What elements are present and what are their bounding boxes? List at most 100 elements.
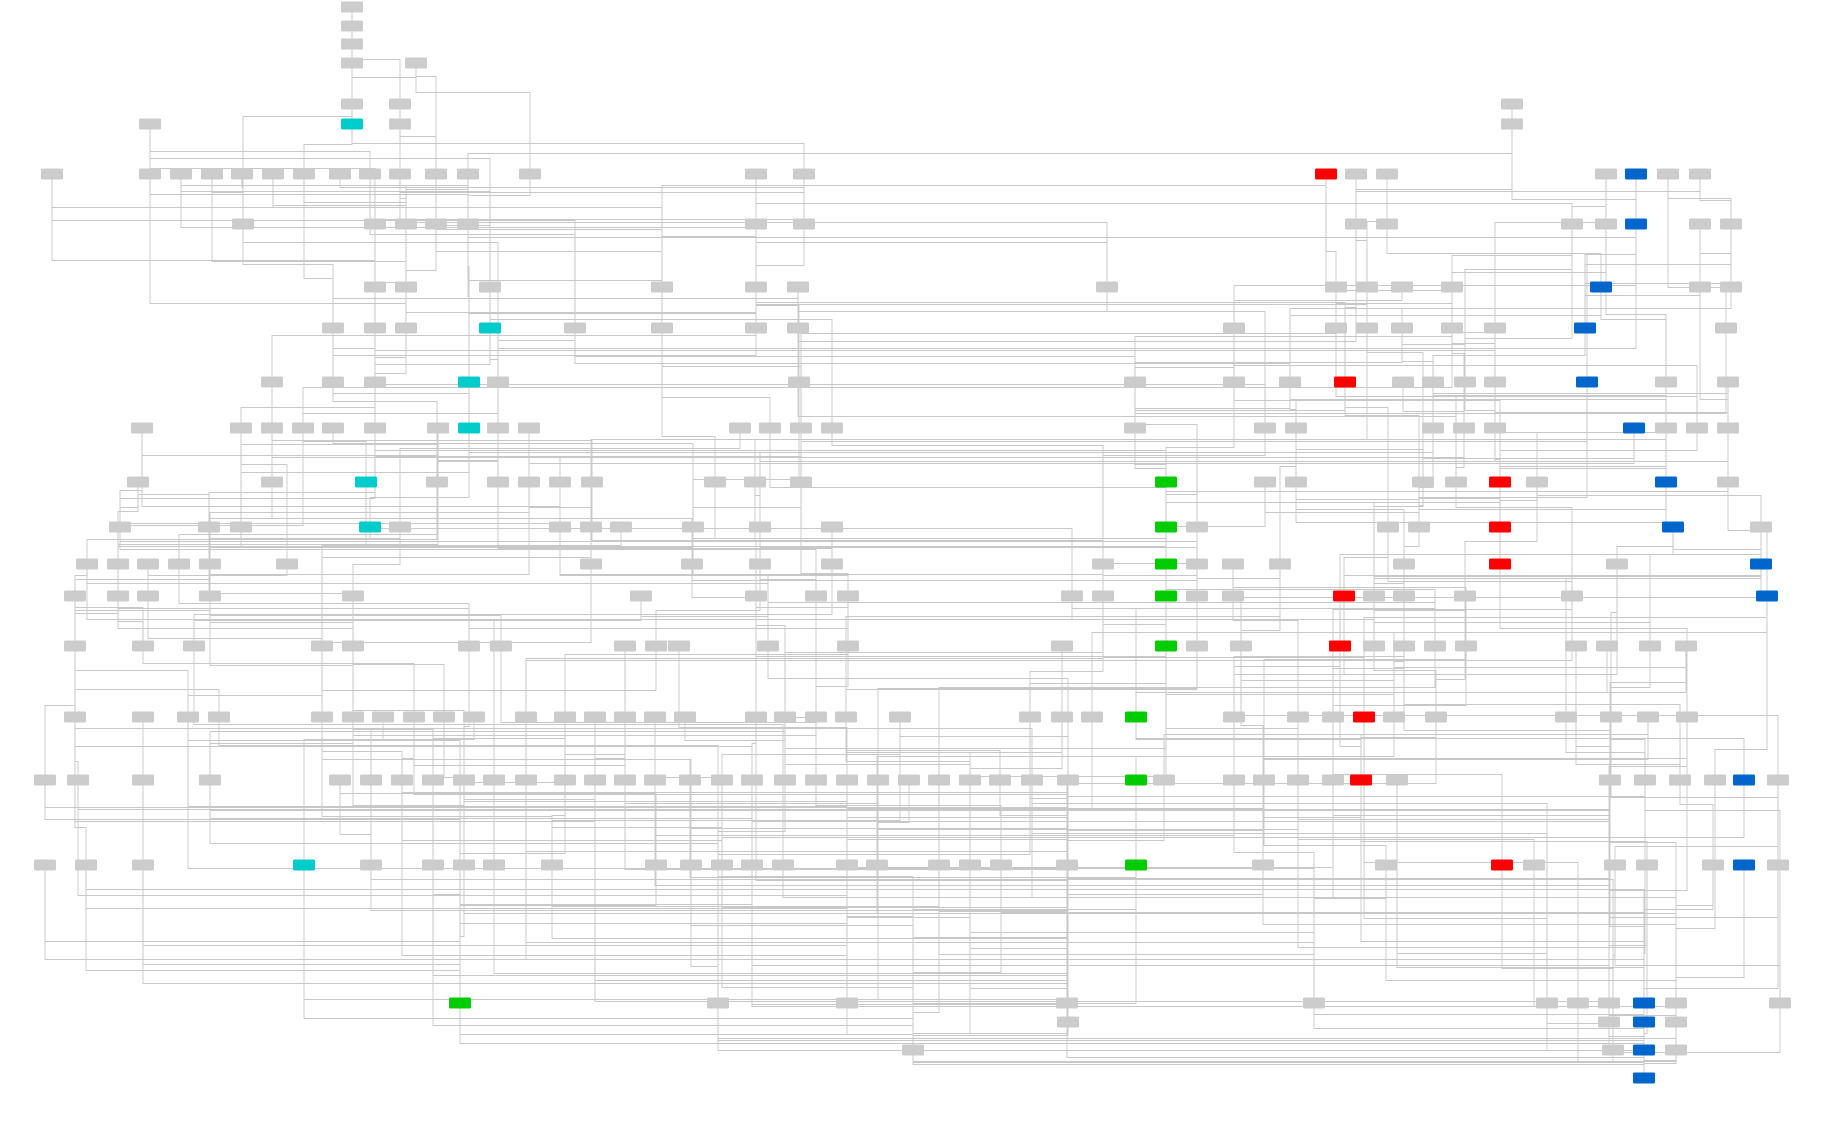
graph-node[interactable] <box>177 711 199 723</box>
graph-node-red[interactable] <box>1329 640 1351 652</box>
graph-node[interactable] <box>1636 859 1658 871</box>
graph-node[interactable] <box>261 376 283 388</box>
graph-node[interactable] <box>1186 558 1208 570</box>
graph-node[interactable] <box>364 376 386 388</box>
graph-node[interactable] <box>1057 774 1079 786</box>
graph-node[interactable] <box>1455 640 1477 652</box>
graph-node[interactable] <box>821 558 843 570</box>
graph-node[interactable] <box>745 168 767 180</box>
graph-node[interactable] <box>711 859 733 871</box>
graph-node[interactable] <box>1501 98 1523 110</box>
graph-node[interactable] <box>261 476 283 488</box>
graph-node[interactable] <box>483 859 505 871</box>
graph-node[interactable] <box>1422 376 1444 388</box>
graph-node[interactable] <box>372 711 394 723</box>
graph-node[interactable] <box>276 558 298 570</box>
graph-node[interactable] <box>1386 774 1408 786</box>
graph-node[interactable] <box>425 168 447 180</box>
graph-node-green[interactable] <box>1155 590 1177 602</box>
graph-node-green[interactable] <box>1155 476 1177 488</box>
graph-node[interactable] <box>1363 640 1385 652</box>
graph-node[interactable] <box>989 774 1011 786</box>
graph-node[interactable] <box>1345 218 1367 230</box>
graph-node[interactable] <box>1356 322 1378 334</box>
graph-node[interactable] <box>199 590 221 602</box>
graph-node[interactable] <box>1441 322 1463 334</box>
graph-node[interactable] <box>389 521 411 533</box>
graph-node[interactable] <box>704 476 726 488</box>
graph-node-red[interactable] <box>1353 711 1375 723</box>
graph-node[interactable] <box>199 774 221 786</box>
graph-node[interactable] <box>1561 218 1583 230</box>
graph-node[interactable] <box>821 521 843 533</box>
graph-node-blue[interactable] <box>1576 376 1598 388</box>
graph-node[interactable] <box>1252 859 1274 871</box>
graph-node[interactable] <box>584 711 606 723</box>
graph-node[interactable] <box>1254 422 1276 434</box>
graph-node[interactable] <box>127 476 149 488</box>
graph-node[interactable] <box>668 640 690 652</box>
graph-node-blue[interactable] <box>1623 422 1645 434</box>
graph-node[interactable] <box>959 774 981 786</box>
graph-node[interactable] <box>231 168 253 180</box>
graph-node[interactable] <box>329 774 351 786</box>
graph-node[interactable] <box>230 422 252 434</box>
graph-node[interactable] <box>749 521 771 533</box>
graph-node[interactable] <box>41 168 63 180</box>
graph-node[interactable] <box>1596 640 1618 652</box>
graph-node-red[interactable] <box>1491 859 1513 871</box>
graph-node[interactable] <box>64 640 86 652</box>
graph-node[interactable] <box>342 711 364 723</box>
graph-node[interactable] <box>1096 281 1118 293</box>
graph-node[interactable] <box>651 322 673 334</box>
graph-node[interactable] <box>341 57 363 69</box>
graph-node[interactable] <box>1704 774 1726 786</box>
graph-node[interactable] <box>1686 422 1708 434</box>
graph-node[interactable] <box>364 422 386 434</box>
graph-node[interactable] <box>391 774 413 786</box>
graph-node[interactable] <box>630 590 652 602</box>
graph-node[interactable] <box>772 859 794 871</box>
graph-node[interactable] <box>518 476 540 488</box>
graph-node[interactable] <box>1602 1044 1624 1056</box>
graph-node[interactable] <box>1325 281 1347 293</box>
graph-node[interactable] <box>487 422 509 434</box>
graph-node-blue[interactable] <box>1662 521 1684 533</box>
graph-node-blue[interactable] <box>1655 476 1677 488</box>
graph-node[interactable] <box>774 711 796 723</box>
graph-node-red[interactable] <box>1489 521 1511 533</box>
graph-node-blue[interactable] <box>1633 1044 1655 1056</box>
graph-node[interactable] <box>1676 711 1698 723</box>
graph-node-red[interactable] <box>1334 376 1356 388</box>
graph-node-blue[interactable] <box>1633 1072 1655 1084</box>
graph-node[interactable] <box>395 281 417 293</box>
graph-node[interactable] <box>311 640 333 652</box>
graph-node[interactable] <box>805 711 827 723</box>
graph-node[interactable] <box>928 774 950 786</box>
graph-node[interactable] <box>1186 590 1208 602</box>
graph-node[interactable] <box>1665 997 1687 1009</box>
graph-node[interactable] <box>790 422 812 434</box>
graph-node[interactable] <box>137 590 159 602</box>
graph-node[interactable] <box>651 281 673 293</box>
graph-node[interactable] <box>1287 711 1309 723</box>
graph-node[interactable] <box>341 98 363 110</box>
graph-node[interactable] <box>359 168 381 180</box>
graph-node[interactable] <box>132 774 154 786</box>
graph-node[interactable] <box>1634 774 1656 786</box>
graph-node[interactable] <box>183 640 205 652</box>
graph-node-blue[interactable] <box>1633 997 1655 1009</box>
graph-node[interactable] <box>1501 118 1523 130</box>
graph-node[interactable] <box>34 859 56 871</box>
graph-node-green[interactable] <box>1155 521 1177 533</box>
graph-node[interactable] <box>1377 521 1399 533</box>
graph-node[interactable] <box>1606 558 1628 570</box>
graph-node[interactable] <box>774 774 796 786</box>
graph-node[interactable] <box>515 774 537 786</box>
graph-node[interactable] <box>395 218 417 230</box>
graph-node[interactable] <box>902 1044 924 1056</box>
graph-node[interactable] <box>1715 322 1737 334</box>
graph-node[interactable] <box>959 859 981 871</box>
graph-node[interactable] <box>805 774 827 786</box>
graph-node[interactable] <box>744 476 766 488</box>
